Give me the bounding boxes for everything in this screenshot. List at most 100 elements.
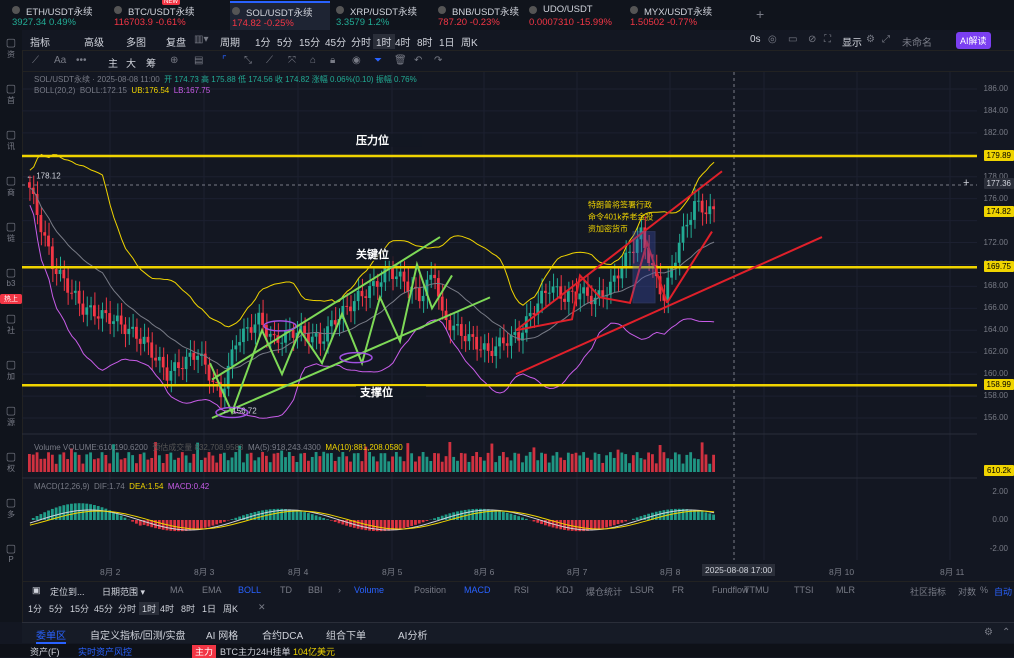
lock-icon[interactable]: 🔒︎: [330, 55, 335, 66]
interval-2[interactable]: 15分: [299, 34, 320, 49]
period-button[interactable]: 周期: [220, 34, 240, 49]
settings-icon[interactable]: ⚙: [984, 627, 993, 638]
sidebar-item[interactable]: ▢商: [0, 174, 22, 198]
draw-tool4-icon[interactable]: ⤧: [288, 55, 296, 66]
timeframe-9[interactable]: 周K: [223, 602, 238, 615]
panel-tab[interactable]: 组合下单: [326, 627, 366, 642]
indicator-toggle[interactable]: BOLL: [238, 585, 261, 595]
sidebar-item[interactable]: ▢多: [0, 496, 22, 520]
text-tool-icon[interactable]: Aa: [54, 55, 66, 66]
sidebar-item[interactable]: ▢链: [0, 220, 22, 244]
eye-icon[interactable]: ◉: [352, 55, 361, 66]
sidebar-item[interactable]: ▢权: [0, 450, 22, 474]
draw-tool5-icon[interactable]: ⌂: [310, 55, 316, 66]
trash-icon[interactable]: 🗑︎: [394, 55, 407, 66]
tool-chips[interactable]: 筹: [146, 55, 156, 70]
indicator-toggle[interactable]: Position: [414, 585, 446, 595]
panel-tab[interactable]: 自定义指标/回测/实盘: [90, 627, 186, 642]
panel-tab[interactable]: AI 网格: [206, 627, 238, 642]
indicator-toggle[interactable]: TD: [280, 585, 292, 595]
indicator-toggle[interactable]: MLR: [836, 585, 855, 595]
indicator-toggle[interactable]: FR: [672, 585, 684, 595]
indicator-toggle[interactable]: TTMU: [744, 585, 769, 595]
unnamed-layout[interactable]: 未命名: [902, 34, 932, 49]
layout-icon[interactable]: ▭: [788, 34, 797, 45]
tool-big[interactable]: 大: [126, 55, 136, 70]
locate-icon[interactable]: ▣: [32, 585, 41, 596]
asset-label[interactable]: 资产(F): [30, 645, 60, 658]
more-tools-icon[interactable]: •••: [76, 55, 87, 66]
timeframe-8[interactable]: 1日: [202, 602, 216, 615]
indicators-button[interactable]: 指标: [30, 34, 50, 49]
indicator-toggle[interactable]: MA: [170, 585, 184, 595]
panel-tab[interactable]: 合约DCA: [262, 627, 303, 642]
collapse-icon[interactable]: ⌃: [1002, 627, 1010, 638]
sidebar-item[interactable]: ▢资: [0, 36, 22, 60]
draw-tool3-icon[interactable]: ⟋: [266, 55, 273, 66]
timeframe-6[interactable]: 4时: [160, 602, 174, 615]
indicator-toggle[interactable]: 爆仓统计: [586, 585, 622, 598]
sidebar-item[interactable]: ▢源: [0, 404, 22, 428]
indicator-toggle[interactable]: RSI: [514, 585, 529, 595]
timeframe-3[interactable]: 45分: [94, 602, 113, 615]
panel-tab[interactable]: 委单区: [36, 627, 66, 644]
indicator-toggle[interactable]: Volume: [354, 585, 384, 595]
sidebar-item[interactable]: ▢加: [0, 358, 22, 382]
interval-9[interactable]: 周K: [461, 34, 478, 49]
indicator-toggle[interactable]: TTSI: [794, 585, 814, 595]
redo-icon[interactable]: ↷: [434, 55, 442, 66]
sidebar-item[interactable]: ▢首: [0, 82, 22, 106]
interval-4[interactable]: 分时: [351, 34, 371, 49]
draw-tool2-icon[interactable]: ⤡: [244, 55, 252, 66]
axis-option[interactable]: 对数: [958, 585, 976, 598]
filter-icon[interactable]: ⏷: [374, 55, 382, 66]
interval-0[interactable]: 1分: [255, 34, 271, 49]
chart-type-icon[interactable]: ▥▾: [194, 34, 208, 45]
date-range-button[interactable]: 日期范围 ▾: [102, 585, 145, 598]
indicator-toggle[interactable]: EMA: [202, 585, 222, 595]
timeframe-4[interactable]: 分时: [118, 602, 136, 615]
timeframe-2[interactable]: 15分: [70, 602, 89, 615]
indicator-toggle[interactable]: BBI: [308, 585, 323, 595]
fullscreen-icon[interactable]: ⛶: [824, 34, 831, 45]
interval-6[interactable]: 4时: [395, 34, 411, 49]
camera-icon[interactable]: ◎: [768, 34, 777, 45]
indicator-toggle[interactable]: KDJ: [556, 585, 573, 595]
line-tool-icon[interactable]: ⟋: [32, 55, 39, 66]
sidebar-item[interactable]: ▢讯: [0, 128, 22, 152]
timeframe-1[interactable]: 5分: [49, 602, 63, 615]
add-alert-icon[interactable]: +: [963, 177, 969, 189]
axis-option[interactable]: %: [980, 585, 988, 595]
draw-select-icon[interactable]: ⌜: [222, 55, 227, 66]
timeframe-7[interactable]: 8时: [181, 602, 195, 615]
replay-button[interactable]: 复盘: [166, 34, 186, 49]
price-axis[interactable]: 186.00184.00182.00180.00178.00176.00172.…: [977, 72, 1014, 562]
advanced-button[interactable]: 高级: [84, 34, 104, 49]
risk-control-link[interactable]: 实时资产风控: [78, 645, 132, 658]
timeframe-0[interactable]: 1分: [28, 602, 42, 615]
sidebar-item[interactable]: ▢P: [0, 542, 22, 564]
chevron-right-icon[interactable]: ›: [338, 585, 341, 595]
axis-option[interactable]: 社区指标: [910, 585, 946, 598]
expand-icon[interactable]: ⤢: [882, 34, 890, 45]
add-tab-icon[interactable]: +: [756, 6, 764, 22]
interval-8[interactable]: 1日: [439, 34, 455, 49]
ai-interpret-button[interactable]: AI解读: [956, 32, 991, 49]
panel-tab[interactable]: AI分析: [398, 627, 427, 642]
interval-5[interactable]: 1时: [373, 34, 395, 49]
tool-main[interactable]: 主: [108, 55, 118, 70]
close-icon[interactable]: ✕: [258, 602, 266, 613]
magnet-icon[interactable]: ⊕: [170, 55, 178, 66]
sidebar-item[interactable]: ▢b3: [0, 266, 22, 288]
ruler-icon[interactable]: ▤: [194, 55, 203, 66]
multi-chart-button[interactable]: 多图: [126, 34, 146, 49]
indicator-toggle[interactable]: LSUR: [630, 585, 654, 595]
sidebar-item[interactable]: ▢社: [0, 312, 22, 336]
